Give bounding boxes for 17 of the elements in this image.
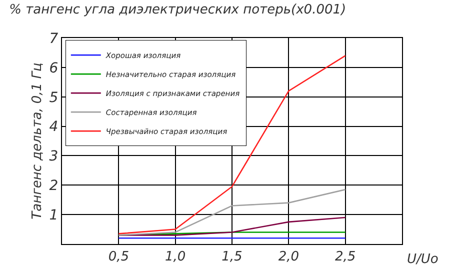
line-series bbox=[118, 216, 346, 236]
line-series bbox=[118, 188, 346, 236]
y-tick-label: 3 bbox=[49, 148, 58, 165]
y-tick-label: 7 bbox=[49, 30, 58, 47]
x-tick-label: 2,0 bbox=[278, 250, 300, 265]
y-tick-label: 6 bbox=[49, 60, 58, 76]
x-tick-label: 0,5 bbox=[108, 250, 130, 265]
y-tick-label: 4 bbox=[49, 119, 58, 136]
x-tick-label: 2,5 bbox=[334, 250, 356, 265]
y-tick-label: 5 bbox=[49, 90, 58, 106]
x-tick-label: 1,5 bbox=[222, 250, 242, 265]
x-axis-title: U/Uo bbox=[407, 252, 438, 267]
chart-title: % тангенс угла диэлектрических потерь(x0.001) bbox=[9, 2, 346, 18]
y-axis-title: Тангенс дельта, 0,1 Гц bbox=[30, 62, 46, 220]
x-tick-label: 1,0 bbox=[164, 250, 186, 265]
y-tick-label: 1 bbox=[49, 207, 58, 224]
y-tick-label: 2 bbox=[49, 178, 58, 194]
